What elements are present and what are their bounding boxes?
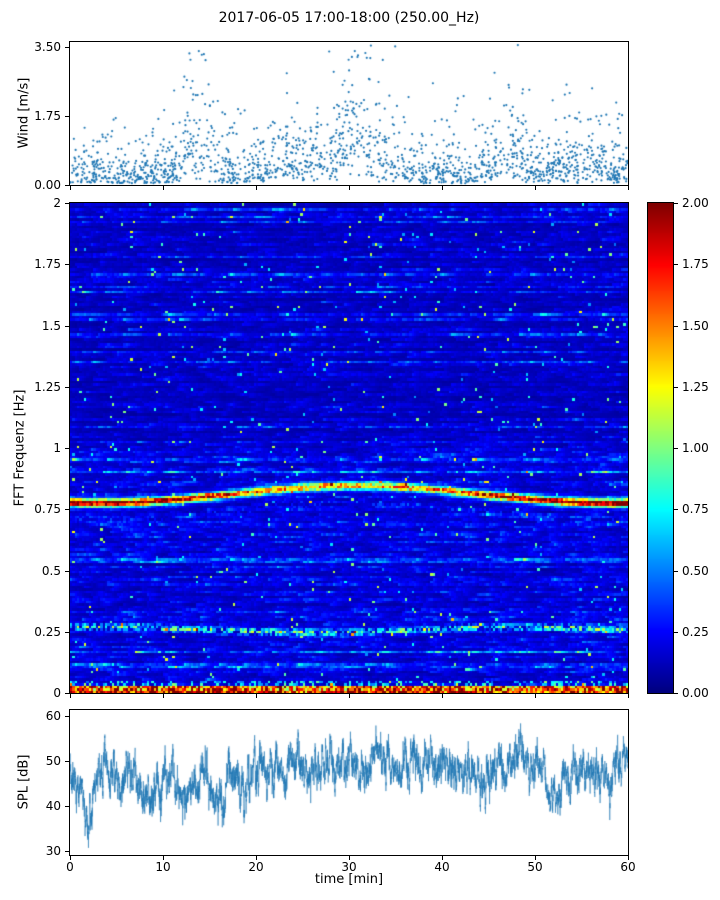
colorbar-tick-mark (674, 264, 678, 265)
colorbar-tick-label: 1.75 (682, 257, 709, 271)
xtick-mark (442, 856, 443, 860)
xtick-mark (535, 186, 536, 190)
colorbar-tick-mark (674, 203, 678, 204)
xtick-mark (628, 186, 629, 190)
spec-ytick-label: 0 (53, 686, 61, 700)
xtick-mark (535, 694, 536, 698)
spectrogram-plot-frame (69, 202, 629, 694)
spec-ytick-label: 0.5 (41, 564, 61, 578)
spec-ytick-mark (65, 509, 69, 510)
xtick-label: 20 (248, 860, 264, 874)
spl-ytick-label: 40 (45, 799, 61, 813)
xtick-mark (163, 694, 164, 698)
colorbar-tick-label: 0.00 (682, 686, 709, 700)
colorbar-tick-mark (674, 387, 678, 388)
colorbar-canvas (648, 203, 673, 693)
xtick-label: 10 (155, 860, 171, 874)
wind-ytick-label: 0.00 (34, 178, 61, 192)
xtick-mark (442, 186, 443, 190)
xtick-mark (256, 856, 257, 860)
spl-ytick-label: 60 (45, 709, 61, 723)
xtick-mark (628, 856, 629, 860)
colorbar-tick-label: 1.50 (682, 319, 709, 333)
colorbar-tick-mark (674, 632, 678, 633)
colorbar-frame (647, 202, 674, 694)
spec-ytick-mark (65, 203, 69, 204)
xtick-mark (628, 694, 629, 698)
wind-ytick-label: 1.75 (34, 109, 61, 123)
wind-plot-frame (69, 41, 629, 186)
spec-ytick-label: 1.25 (34, 380, 61, 394)
xtick-label: 50 (527, 860, 543, 874)
spectrogram-canvas (70, 203, 628, 693)
xtick-mark (349, 694, 350, 698)
colorbar-tick-mark (674, 571, 678, 572)
xtick-label: 30 (341, 860, 357, 874)
xtick-mark (349, 856, 350, 860)
spl-ytick-mark (65, 761, 69, 762)
xtick-label: 40 (434, 860, 450, 874)
colorbar-tick-label: 2.00 (682, 196, 709, 210)
spec-ytick-mark (65, 387, 69, 388)
spec-ytick-label: 0.25 (34, 625, 61, 639)
colorbar-tick-mark (674, 509, 678, 510)
spl-ytick-mark (65, 806, 69, 807)
xtick-mark (349, 186, 350, 190)
spec-ytick-mark (65, 571, 69, 572)
xtick-mark (70, 694, 71, 698)
colorbar-tick-label: 0.25 (682, 625, 709, 639)
colorbar-tick-label: 1.00 (682, 441, 709, 455)
spl-line-canvas (70, 710, 628, 855)
spl-ytick-label: 30 (45, 844, 61, 858)
spec-ytick-mark (65, 693, 69, 694)
colorbar-tick-mark (674, 448, 678, 449)
spec-ytick-mark (65, 264, 69, 265)
xtick-mark (535, 856, 536, 860)
colorbar-tick-label: 0.50 (682, 564, 709, 578)
colorbar-tick-mark (674, 326, 678, 327)
xtick-mark (163, 186, 164, 190)
xtick-mark (70, 186, 71, 190)
colorbar-tick-mark (674, 693, 678, 694)
xtick-mark (442, 694, 443, 698)
xtick-mark (163, 856, 164, 860)
spec-ytick-label: 1 (53, 441, 61, 455)
spec-ytick-mark (65, 632, 69, 633)
x-axis-label: time [min] (314, 872, 384, 887)
spl-ytick-mark (65, 851, 69, 852)
wind-ytick-mark (65, 116, 69, 117)
figure-title: 2017-06-05 17:00-18:00 (250.00_Hz) (218, 10, 480, 26)
colorbar-tick-label: 0.75 (682, 502, 709, 516)
spl-ytick-mark (65, 716, 69, 717)
xtick-mark (256, 186, 257, 190)
wind-ytick-mark (65, 185, 69, 186)
spl-ytick-label: 50 (45, 754, 61, 768)
spec-ytick-mark (65, 326, 69, 327)
wind-ytick-label: 3.50 (34, 40, 61, 54)
colorbar-tick-label: 1.25 (682, 380, 709, 394)
wind-scatter-canvas (70, 42, 628, 185)
spec-ytick-label: 0.75 (34, 502, 61, 516)
spec-ytick-label: 1.75 (34, 257, 61, 271)
xtick-mark (256, 694, 257, 698)
xtick-mark (70, 856, 71, 860)
wind-ytick-mark (65, 47, 69, 48)
spl-plot-frame (69, 709, 629, 856)
xtick-label: 0 (66, 860, 74, 874)
spec-ytick-label: 1.5 (41, 319, 61, 333)
xtick-label: 60 (620, 860, 636, 874)
spec-ytick-label: 2 (53, 196, 61, 210)
spec-ytick-mark (65, 448, 69, 449)
